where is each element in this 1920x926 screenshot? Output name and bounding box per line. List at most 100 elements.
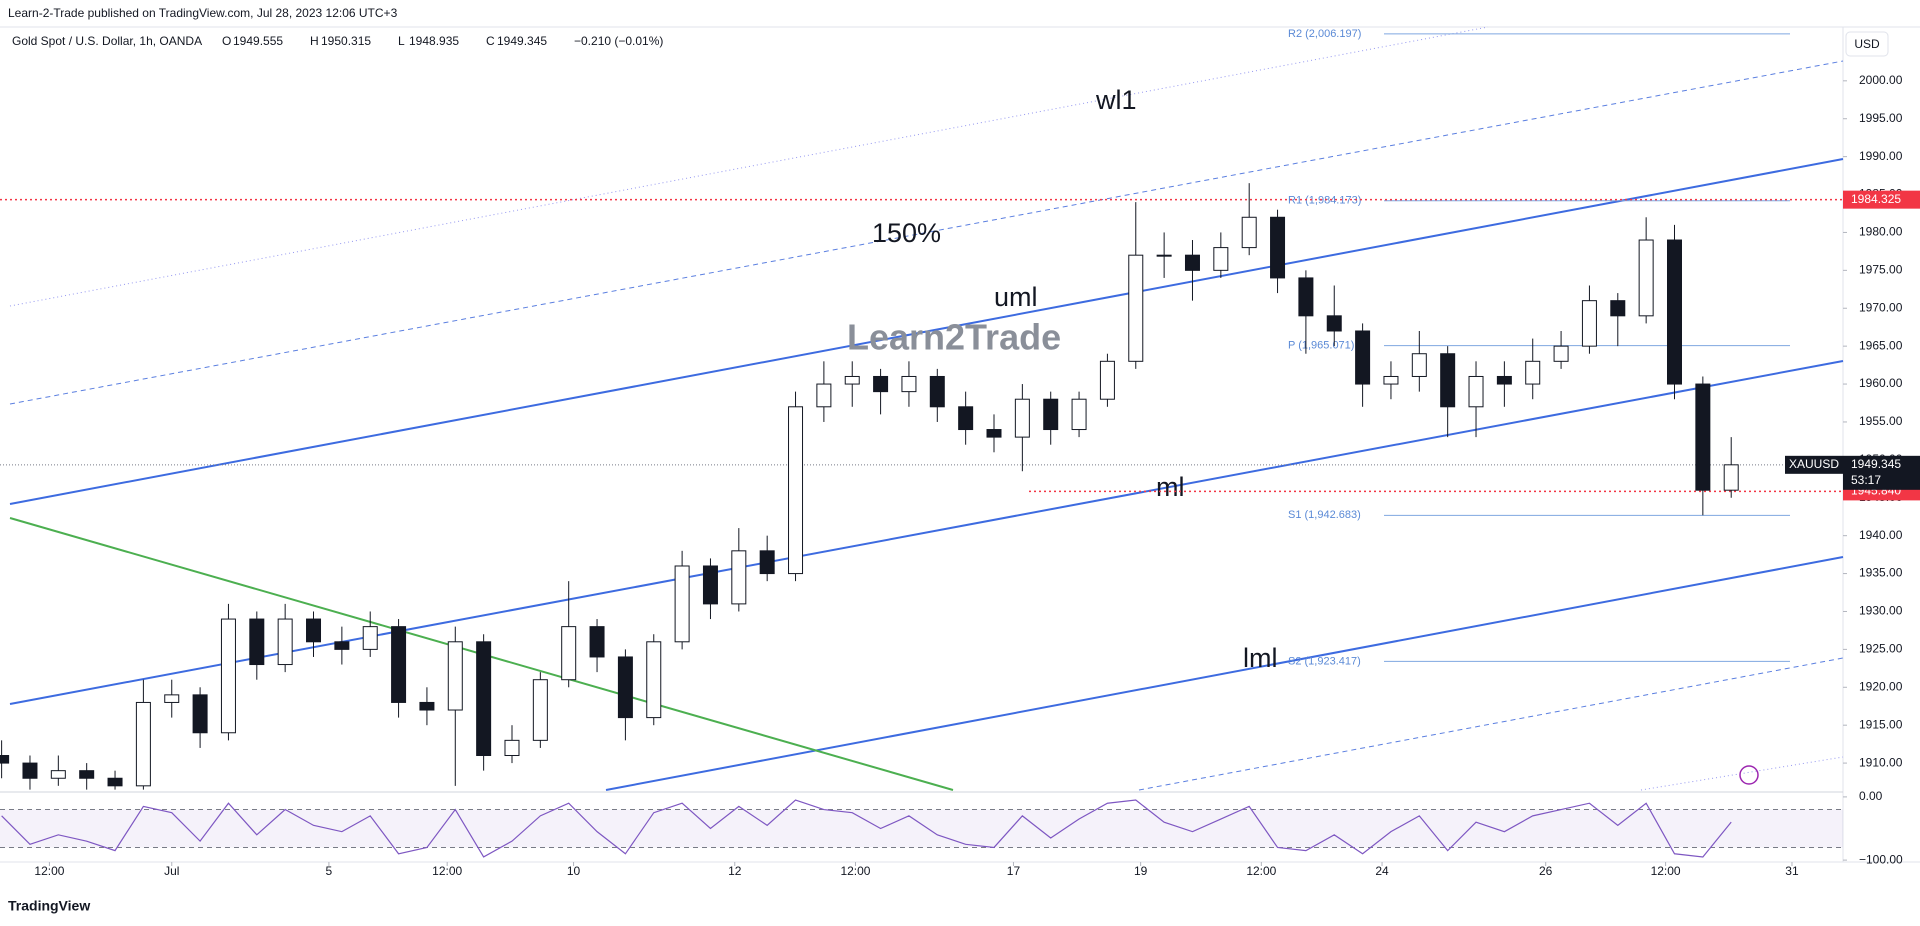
level-label: 1984.325 [1851,192,1901,206]
drawing-label: 150% [872,218,941,248]
x-tick-label: 17 [1007,864,1021,878]
candle-body [1610,300,1626,317]
x-tick-label: 19 [1134,864,1148,878]
ohlc-label: O [222,34,231,48]
candle-body [617,656,633,719]
candle-body [135,701,151,787]
ohlc-legend: O 1949.555 H 1950.315 L 1948.935 C 1949.345 −0.2… [222,34,663,48]
candle-body [220,618,236,734]
drawing-label: lml [1243,643,1278,673]
candle-body [759,550,775,575]
x-tick-label: Jul [164,864,179,878]
candle-body [1355,330,1371,385]
countdown: 53:17 [1851,473,1881,487]
lower-dashed [1138,657,1844,791]
drawings [9,26,1844,791]
candle-body [589,626,605,658]
y-tick-label: 2000.00 [1859,73,1903,87]
x-tick-label: 5 [326,864,333,878]
candle-body [929,375,945,408]
candle-body [1043,398,1059,431]
candle-body [391,626,407,703]
last-value: 1949.345 [1851,457,1901,471]
drawing-label: ml [1156,472,1185,502]
pivot-label: R1 (1,984.173) [1288,195,1361,207]
candle-body [1525,360,1541,385]
footer-logo: TradingView [8,898,90,914]
candle-body [277,618,293,666]
candle-body [873,375,889,393]
candle-body [306,618,322,643]
candle-body [1270,216,1286,279]
candle-body [1156,254,1172,257]
drawing-label: wl1 [1095,85,1137,115]
publisher: Learn-2-Trade published on TradingView.c… [8,6,398,20]
osc-tick-label: −100.00 [1859,852,1903,866]
candle-body [901,375,917,393]
candle-body [447,641,463,711]
last-symbol-box [1785,455,1843,474]
y-tick-label: 1920.00 [1859,679,1903,693]
y-tick-label: 1930.00 [1859,604,1903,618]
candle-body [79,770,95,779]
candle-body [1014,398,1030,438]
candle-body [476,641,492,757]
candle-body [1298,277,1314,317]
candle-body [1326,315,1342,332]
candle-body [986,429,1002,438]
candle-body [1440,353,1456,408]
candle-body [504,739,520,757]
y-tick-label: 1910.00 [1859,755,1903,769]
candle-body [702,565,718,605]
currency-box [1845,31,1889,57]
candle-body [532,679,548,741]
lml-line [605,556,1844,791]
candle-body [844,375,860,385]
symbol: Gold Spot / U.S. Dollar, 1h, OANDA [12,34,202,48]
candle-body [1184,254,1200,271]
candle-body [816,383,832,408]
ohlc-value: 1950.315 [321,34,371,48]
y-tick-label: 1925.00 [1859,642,1903,656]
ohlc-label: H [310,34,319,48]
candle-body [1071,398,1087,431]
y-tick-label: 1935.00 [1859,566,1903,580]
x-tick-label: 12:00 [34,864,64,878]
x-tick-label: 12 [728,864,742,878]
x-tick-label: 24 [1375,864,1389,878]
x-tick-label: 26 [1539,864,1553,878]
pivot-label: P (1,965.071) [1288,340,1354,352]
change: −0.210 (−0.01%) [574,34,663,48]
last-symbol: XAUUSD [1789,457,1839,471]
candle-body [1723,464,1739,491]
candle-body [192,694,208,734]
ohlc-label: L [398,34,405,48]
candle-body [1128,254,1144,362]
candle-body [788,406,804,575]
drawing-label: uml [994,282,1038,312]
candle-body [362,626,378,650]
pivot-label: S1 (1,942.683) [1288,509,1361,521]
ohlc-value: 1948.935 [409,34,459,48]
candle-body [1666,239,1682,385]
candle-body [1383,375,1399,385]
y-tick-label: 1915.00 [1859,717,1903,731]
candle-body [1581,300,1597,347]
candle-body [731,550,747,605]
pivot-label: R2 (2,006.197) [1288,28,1361,40]
y-tick-label: 1980.00 [1859,225,1903,239]
osc-tick-label: 0.00 [1859,789,1883,803]
y-tick-label: 1975.00 [1859,263,1903,277]
alert-icon[interactable] [1739,765,1759,785]
y-tick-label: 1990.00 [1859,149,1903,163]
candle-body [164,694,180,703]
y-tick-label: 1960.00 [1859,376,1903,390]
candle-body [1241,216,1257,249]
candle-body [50,770,66,779]
y-tick-label: 1940.00 [1859,528,1903,542]
candle-body [249,618,265,666]
y-tick-label: 1970.00 [1859,300,1903,314]
candle-body [0,755,10,764]
candle-body [1695,383,1711,491]
